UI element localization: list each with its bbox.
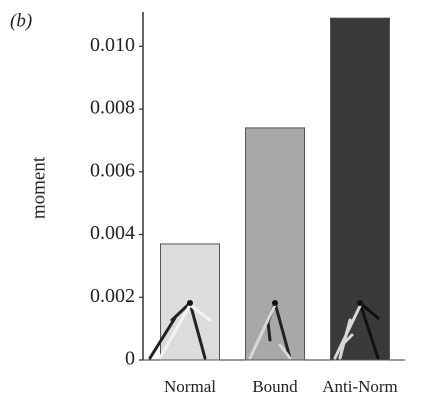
y-tick-label: 0.006	[90, 159, 135, 181]
y-tick-label: 0.004	[90, 222, 135, 244]
x-tick-label: Anti-Norm	[322, 377, 398, 396]
x-tick-label: Bound	[252, 377, 298, 396]
figure-icons	[148, 300, 380, 360]
panel-label: (b)	[10, 10, 32, 31]
y-tick-label: 0.010	[90, 34, 135, 56]
y-axis-label: moment	[28, 156, 49, 219]
y-tick-label: 0.008	[90, 97, 135, 119]
y-tick-label: 0	[125, 348, 135, 370]
y-tick-label: 0.002	[90, 285, 135, 307]
x-tick-label: Normal	[164, 377, 216, 396]
bar	[245, 127, 305, 361]
